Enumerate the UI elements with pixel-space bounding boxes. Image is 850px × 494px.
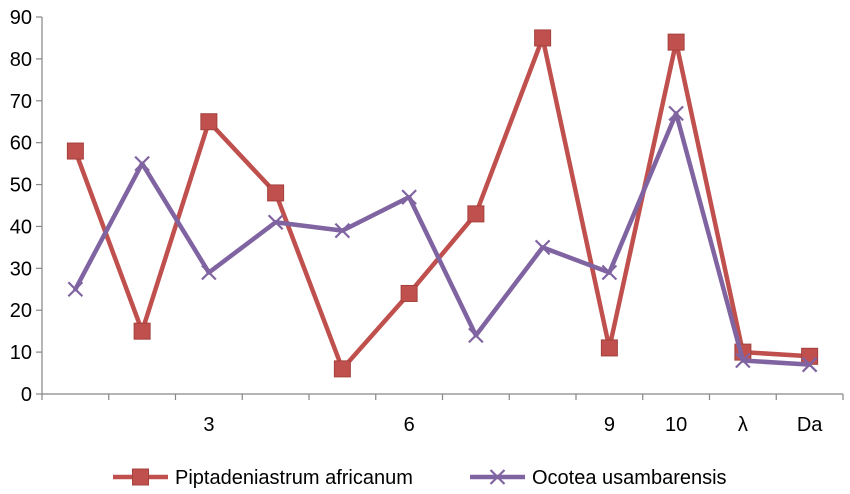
- y-tick-label: 70: [10, 91, 32, 113]
- y-tick-label: 80: [10, 49, 32, 71]
- series-line-1: [73, 35, 812, 372]
- legend-marker-x: [489, 469, 506, 485]
- data-point-x: [334, 222, 351, 239]
- legend-marker-square: [132, 468, 149, 486]
- data-point-x-stroke: [801, 356, 818, 373]
- data-point-x-stroke: [201, 264, 217, 281]
- data-point-square: [534, 29, 552, 47]
- data-point-x-stroke: [601, 264, 618, 281]
- y-tick-label: 60: [10, 133, 32, 155]
- data-point-x-stroke: [267, 214, 284, 231]
- data-point-x-stroke: [401, 189, 417, 205]
- legend-marker-x-stroke: [489, 469, 506, 485]
- y-tick-label: 40: [10, 216, 32, 238]
- x-tick-label: 6: [404, 414, 415, 436]
- data-point-square: [467, 205, 485, 223]
- series-layer: [66, 29, 819, 378]
- y-tick-label: 20: [10, 300, 32, 322]
- data-point-x-stroke: [334, 222, 351, 239]
- data-point-x-stroke: [67, 281, 84, 298]
- data-point-x: [67, 281, 84, 298]
- x-axis: 3 6 9 10 λ Da: [41, 393, 844, 436]
- legend: Piptadeniastrum africanum Ocotea usambare…: [113, 467, 727, 489]
- data-point-square: [133, 322, 151, 340]
- data-point-x: [201, 264, 217, 281]
- legend-label-2: Ocotea usambarensis: [532, 467, 727, 489]
- x-tick-label: 3: [203, 414, 214, 436]
- data-point-square: [200, 113, 218, 131]
- x-tick-label: 9: [604, 414, 615, 436]
- x-tick-label: Da: [797, 414, 823, 436]
- data-point-x-stroke: [735, 352, 751, 369]
- data-point-x-stroke: [468, 327, 484, 344]
- data-point-square: [333, 360, 351, 378]
- data-point-x: [534, 239, 551, 256]
- y-tick-label: 50: [10, 175, 32, 197]
- data-point-square: [801, 347, 819, 365]
- data-point-x: [801, 356, 818, 373]
- y-tick-label: 90: [10, 7, 32, 29]
- y-tick-label: 0: [21, 384, 32, 406]
- data-point-square: [267, 184, 285, 202]
- data-point-square: [667, 33, 685, 51]
- data-point-x: [601, 264, 618, 281]
- data-point-x-stroke: [134, 155, 150, 172]
- data-point-x: [468, 327, 484, 344]
- data-point-x: [401, 189, 417, 205]
- y-axis: 0 10 20 30 40 50 60 70 80 90: [10, 7, 43, 406]
- series-line-2: [73, 111, 812, 367]
- data-point-x-stroke: [534, 239, 551, 256]
- data-point-x: [668, 105, 684, 122]
- x-tick-label: λ: [738, 414, 748, 436]
- data-point-square: [600, 339, 618, 357]
- y-tick-label: 30: [10, 258, 32, 280]
- data-point-x: [134, 155, 150, 172]
- data-point-x-stroke: [668, 105, 684, 122]
- x-tick-label: 10: [665, 414, 687, 436]
- y-tick-label: 10: [10, 342, 32, 364]
- data-point-x: [267, 214, 284, 231]
- data-point-square: [66, 142, 84, 160]
- data-point-square: [400, 284, 418, 302]
- data-point-x: [735, 352, 751, 369]
- legend-label-1: Piptadeniastrum africanum: [175, 467, 413, 489]
